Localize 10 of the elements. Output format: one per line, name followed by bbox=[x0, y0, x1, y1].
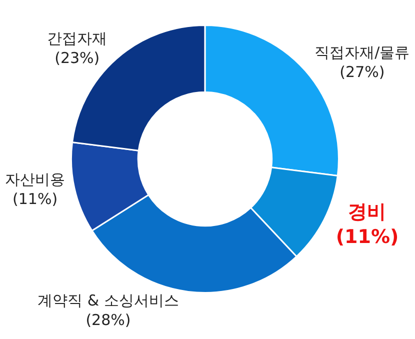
data-label: (23%) bbox=[54, 48, 100, 67]
data-label: (11%) bbox=[12, 190, 58, 208]
slice-label: 간접자재 bbox=[47, 29, 108, 48]
slice-label: 계약직 & 소싱서비스 bbox=[38, 291, 179, 310]
data-label: (28%) bbox=[86, 310, 131, 329]
data-label: (27%) bbox=[340, 63, 385, 82]
slice-label: 자산비용 bbox=[5, 170, 66, 188]
slice-label: 경비 bbox=[348, 201, 386, 224]
data-label: (11%) bbox=[336, 226, 399, 248]
slice-label: 직접자재/물류 bbox=[314, 44, 410, 62]
